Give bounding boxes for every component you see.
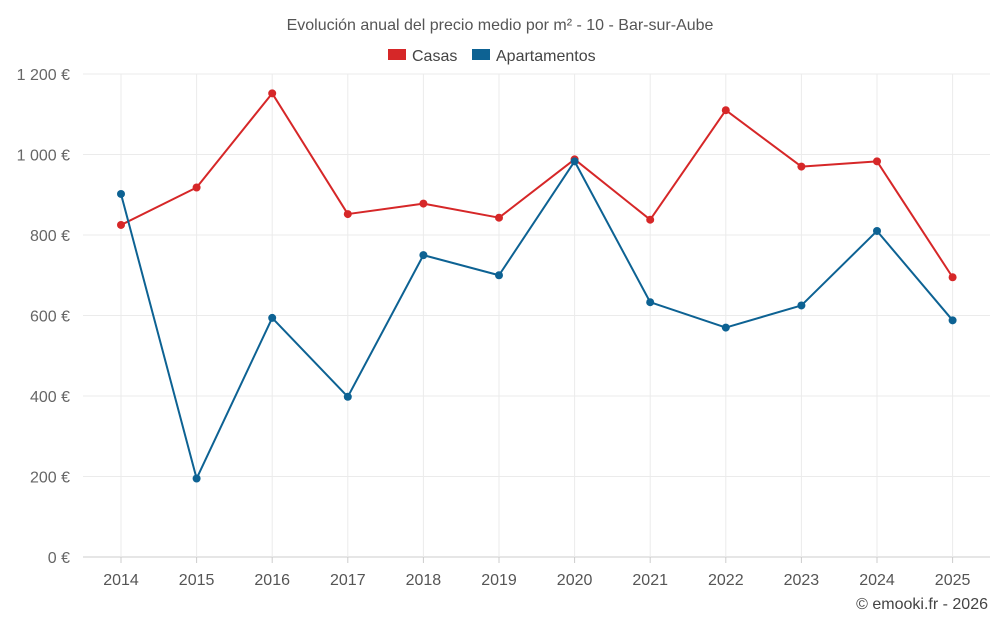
y-tick-label: 1 200 € xyxy=(17,67,70,84)
data-point-casas[interactable] xyxy=(646,215,655,224)
legend-label-casas[interactable]: Casas xyxy=(412,48,457,65)
data-point-apartamentos[interactable] xyxy=(948,316,957,325)
data-point-apartamentos[interactable] xyxy=(268,313,277,322)
y-tick-label: 800 € xyxy=(30,228,70,245)
x-tick-label: 2024 xyxy=(859,572,895,589)
data-point-casas[interactable] xyxy=(419,199,428,208)
x-tick-label: 2016 xyxy=(254,572,290,589)
data-point-apartamentos[interactable] xyxy=(721,323,730,332)
data-point-casas[interactable] xyxy=(797,162,806,171)
data-point-apartamentos[interactable] xyxy=(117,189,125,198)
series-line-casas xyxy=(120,92,954,278)
y-tick-label: 400 € xyxy=(30,389,70,406)
legend: Casas Apartamentos xyxy=(388,48,596,65)
x-tick-label: 2021 xyxy=(632,572,668,589)
data-point-apartamentos[interactable] xyxy=(343,392,352,401)
y-tick-label: 0 € xyxy=(48,550,70,567)
x-tick-label: 2019 xyxy=(481,572,517,589)
y-tick-label: 600 € xyxy=(30,309,70,326)
x-tick-label: 2018 xyxy=(406,572,442,589)
data-point-casas[interactable] xyxy=(873,157,881,166)
x-tick-label: 2023 xyxy=(784,572,820,589)
data-point-casas[interactable] xyxy=(343,210,352,219)
y-axis-ticks: 0 € 200 € 400 € 600 € 800 € 1 000 € 1 200 € xyxy=(17,67,70,567)
x-tick-label: 2022 xyxy=(708,572,744,589)
chart-title: Evolución anual del precio medio por m² … xyxy=(287,17,714,34)
data-point-apartamentos[interactable] xyxy=(873,226,881,235)
credit-text[interactable]: © emooki.fr - 2026 xyxy=(856,596,988,613)
legend-swatch-casas xyxy=(388,49,406,60)
legend-label-apartamentos[interactable]: Apartamentos xyxy=(496,48,596,65)
x-tick-label: 2014 xyxy=(103,572,139,589)
data-point-casas[interactable] xyxy=(495,213,503,222)
data-point-casas[interactable] xyxy=(117,220,125,229)
data-point-apartamentos[interactable] xyxy=(192,474,201,483)
x-tick-label: 2015 xyxy=(179,572,215,589)
y-tick-label: 200 € xyxy=(30,470,70,487)
series-line-apartamentos xyxy=(120,160,954,480)
y-tick-label: 1 000 € xyxy=(17,148,70,165)
x-tick-label: 2025 xyxy=(935,572,971,589)
x-tick-label: 2020 xyxy=(557,572,593,589)
grid xyxy=(83,73,990,558)
data-point-casas[interactable] xyxy=(268,89,277,98)
data-point-apartamentos[interactable] xyxy=(495,271,503,280)
data-point-apartamentos[interactable] xyxy=(797,301,806,310)
legend-swatch-apartamentos xyxy=(472,49,490,60)
data-point-apartamentos[interactable] xyxy=(570,157,579,166)
data-point-casas[interactable] xyxy=(721,106,730,115)
data-point-apartamentos[interactable] xyxy=(646,298,655,307)
series-layer xyxy=(117,89,957,483)
data-point-casas[interactable] xyxy=(192,183,201,192)
data-point-apartamentos[interactable] xyxy=(419,251,428,260)
x-tick-label: 2017 xyxy=(330,572,366,589)
x-axis-ticks: 2014 2015 2016 2017 2018 2019 2020 2021 2022 2023… xyxy=(103,557,970,589)
data-point-casas[interactable] xyxy=(948,273,957,282)
